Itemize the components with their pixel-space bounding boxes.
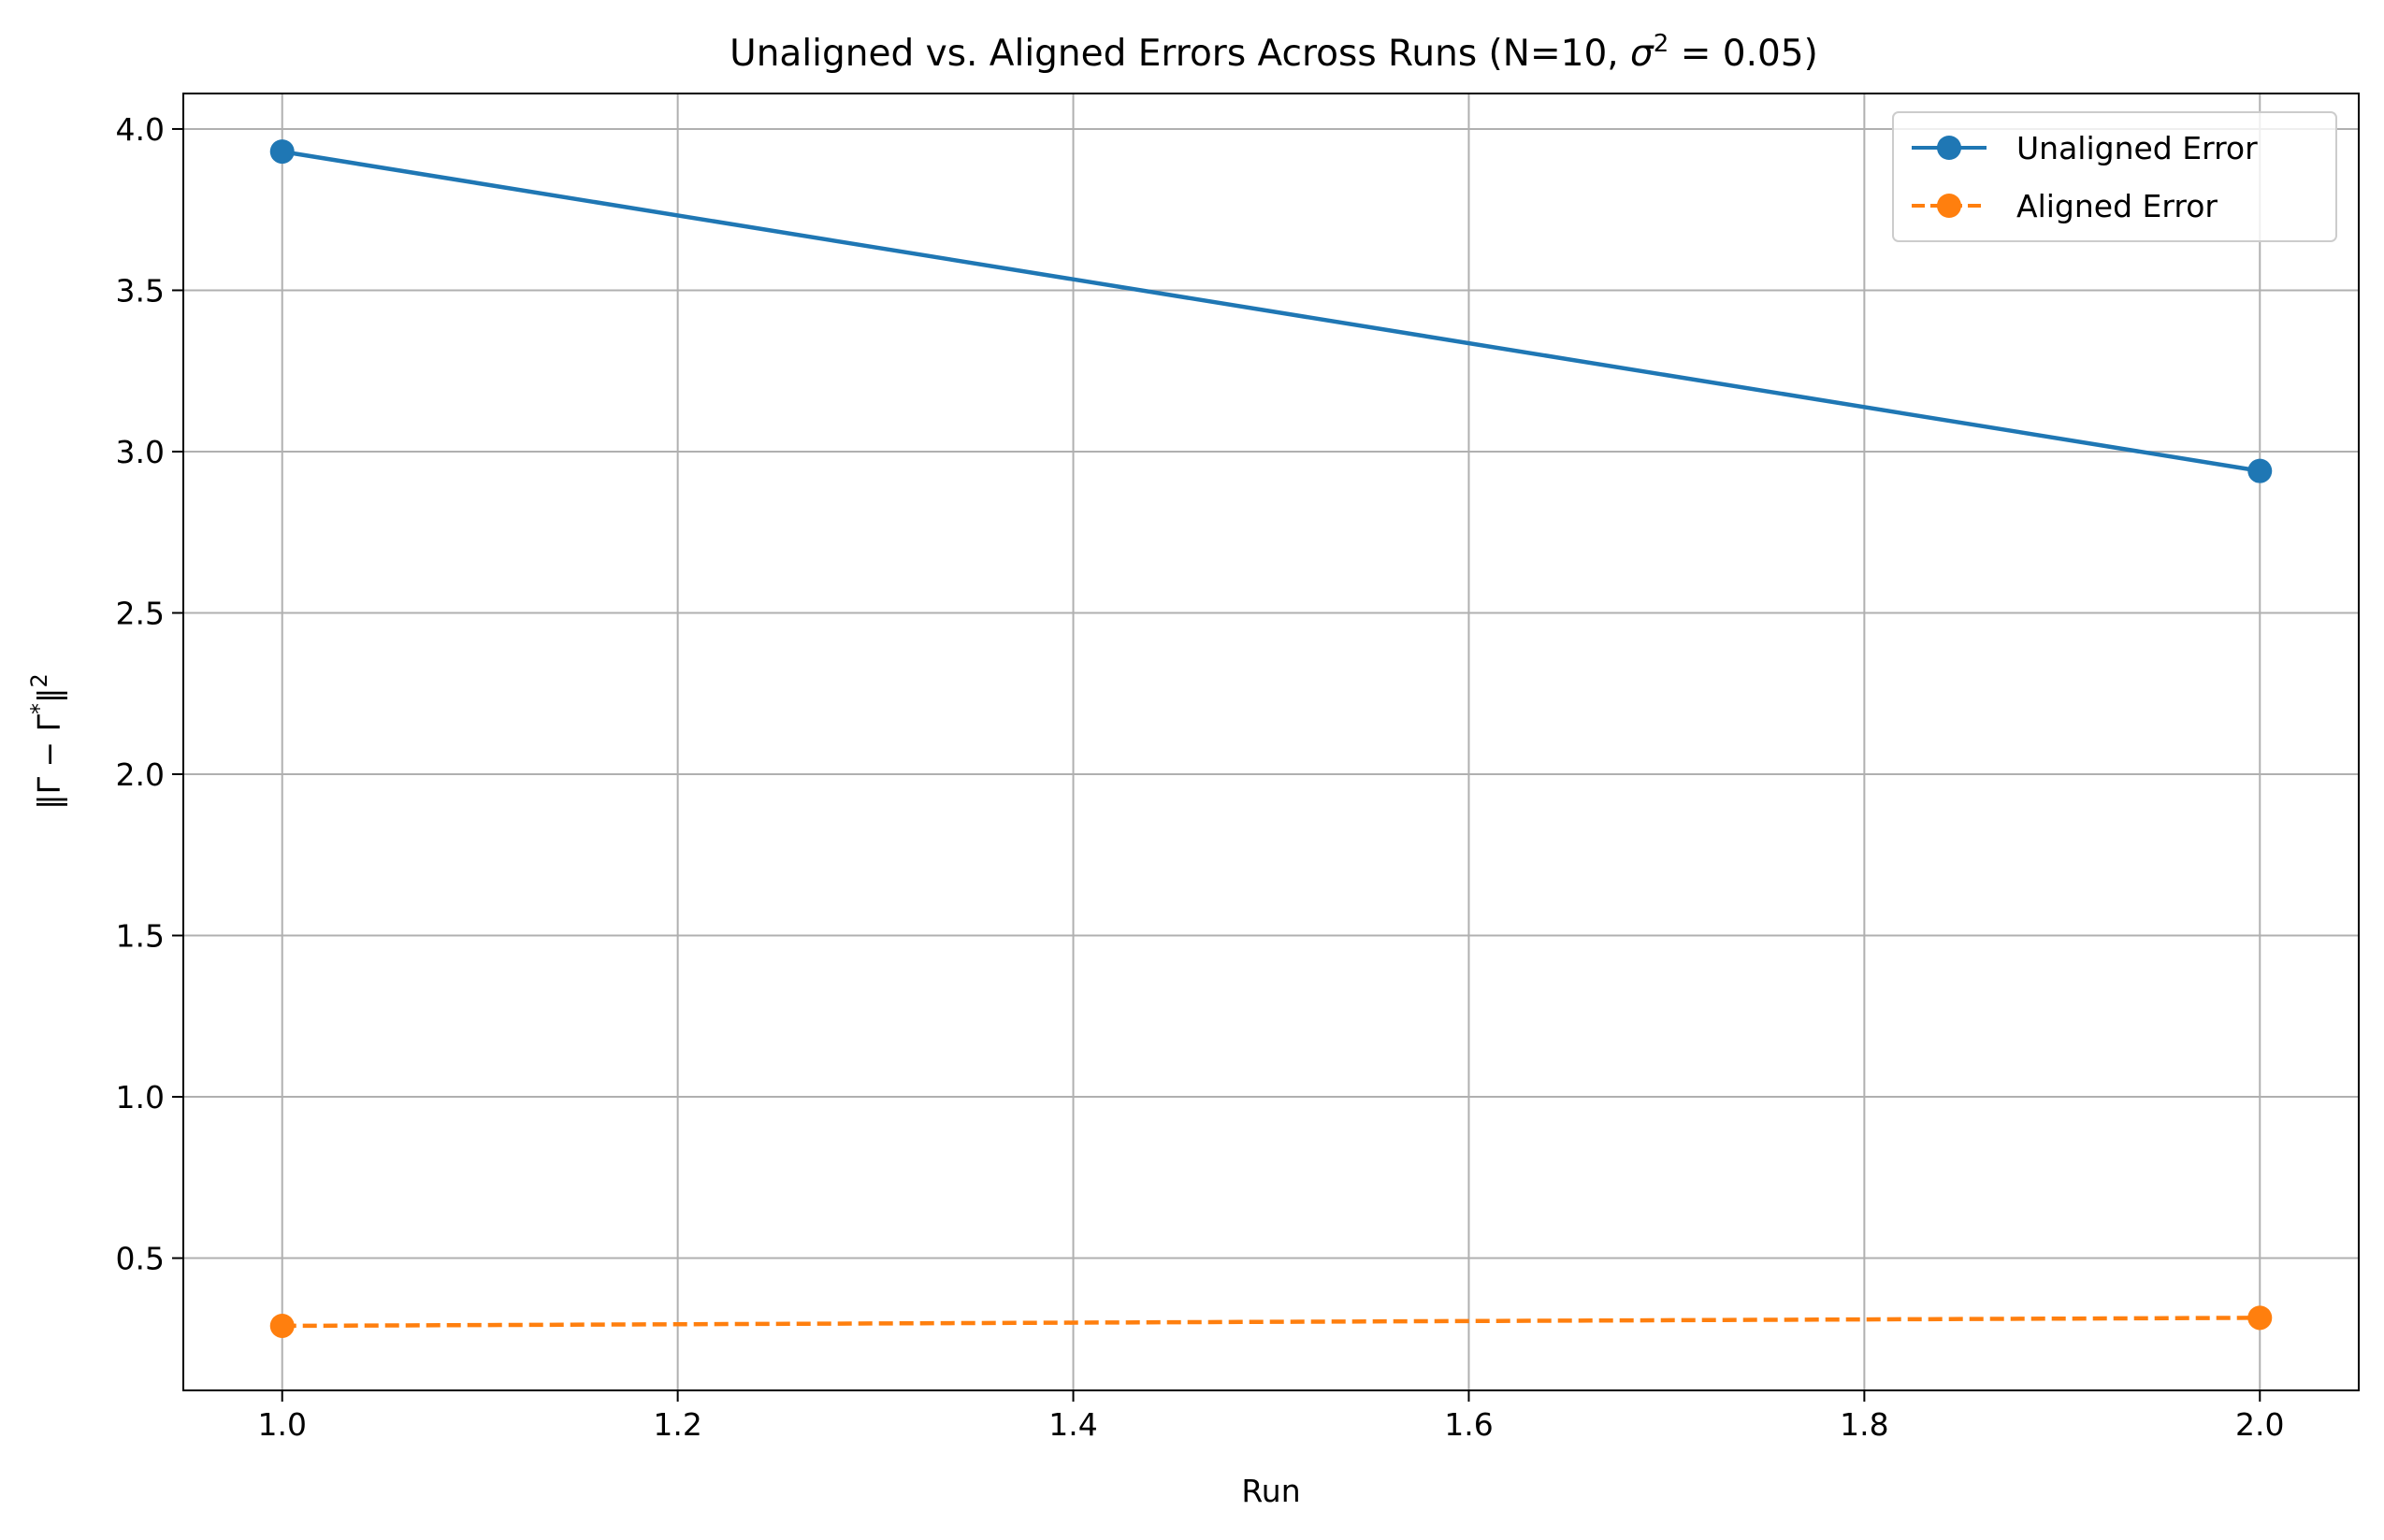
- legend: Unaligned Error Aligned Error: [1892, 111, 2337, 242]
- x-axis-ticks: 1.0 1.2 1.4 1.6 1.8 2.0: [257, 1390, 2285, 1443]
- data-point-aligned: [269, 1313, 295, 1338]
- y-tick-label: 2.5: [116, 595, 165, 631]
- x-tick-label: 1.0: [257, 1406, 306, 1443]
- data-point-aligned: [2247, 1305, 2273, 1331]
- data-point-unaligned: [269, 139, 295, 165]
- y-axis-ticks: 0.5 1.0 1.5 2.0 2.5 3.0 3.5 4.0: [116, 111, 183, 1277]
- grid-lines: [183, 94, 2359, 1390]
- series-line-aligned: [282, 1316, 2261, 1329]
- x-tick-label: 1.6: [1444, 1406, 1493, 1443]
- y-tick-label: 4.0: [116, 111, 165, 148]
- x-tick-label: 1.4: [1048, 1406, 1097, 1443]
- y-tick-label: 3.5: [116, 272, 165, 309]
- data-point-unaligned: [2247, 458, 2273, 483]
- legend-box: [1892, 111, 2337, 242]
- axes-frame: [182, 93, 2360, 1391]
- x-axis-label: Run: [1241, 1473, 1300, 1509]
- y-tick-label: 0.5: [116, 1241, 165, 1277]
- legend-marker-aligned: [1937, 194, 1961, 218]
- legend-label-unaligned: Unaligned Error: [2016, 130, 2258, 166]
- x-tick-label: 1.2: [653, 1406, 701, 1443]
- y-tick-label: 2.0: [116, 756, 165, 793]
- y-tick-label: 3.0: [116, 434, 165, 470]
- series-line-unaligned: [282, 149, 2261, 473]
- y-tick-label: 1.0: [116, 1079, 165, 1115]
- legend-marker-unaligned: [1937, 136, 1961, 160]
- y-axis-label: ‖Γ − Γ*‖2: [26, 673, 67, 810]
- x-tick-label: 2.0: [2235, 1406, 2284, 1443]
- x-tick-label: 1.8: [1840, 1406, 1888, 1443]
- legend-label-aligned: Aligned Error: [2016, 188, 2218, 224]
- y-tick-label: 1.5: [116, 918, 165, 955]
- plot-series: [269, 139, 2273, 1338]
- chart-title: Unaligned vs. Aligned Errors Across Runs…: [730, 30, 1818, 75]
